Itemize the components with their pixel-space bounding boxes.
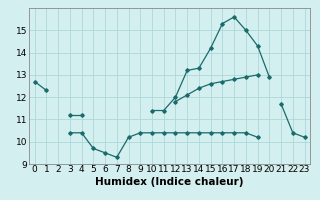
X-axis label: Humidex (Indice chaleur): Humidex (Indice chaleur) [95,177,244,187]
